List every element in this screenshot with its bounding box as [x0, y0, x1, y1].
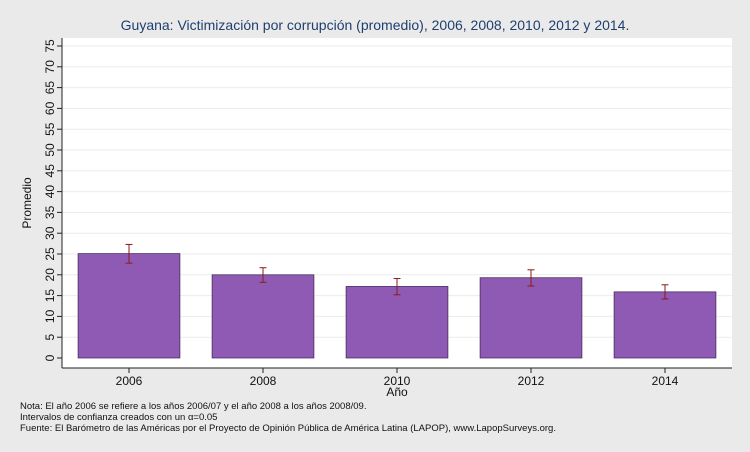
y-axis-ticks: 0 5 10 15 20 25 30 35 40 45 50 55 60 65 70 75	[43, 39, 62, 361]
bars	[77, 253, 717, 359]
bar	[77, 253, 181, 359]
y-tick-label: 5	[43, 334, 57, 341]
y-tick-label: 50	[43, 143, 57, 157]
x-tick-label: 2010	[384, 374, 411, 388]
error-bars	[125, 243, 669, 300]
note-line: Nota: El año 2006 se refiere a los años …	[20, 401, 367, 412]
chart-title: Guyana: Victimización por corrupción (pr…	[121, 17, 630, 33]
bar	[211, 274, 315, 359]
bar	[479, 277, 583, 359]
y-axis-label: Promedio	[20, 177, 34, 229]
x-tick-label: 2012	[518, 374, 545, 388]
source-line: Fuente: El Barómetro de las Américas por…	[20, 423, 556, 434]
x-tick-label: 2014	[652, 374, 679, 388]
chart-notes: Nota: El año 2006 se refiere a los años …	[20, 401, 556, 434]
y-tick-label: 60	[43, 101, 57, 115]
y-tick-label: 25	[43, 247, 57, 261]
y-tick-label: 45	[43, 164, 57, 178]
y-tick-label: 55	[43, 122, 57, 136]
bar	[613, 291, 717, 359]
note-line: Intervalos de confianza creados con un α…	[20, 412, 218, 423]
bar	[345, 286, 449, 359]
y-tick-label: 65	[43, 81, 57, 95]
y-tick-label: 30	[43, 226, 57, 240]
y-tick-label: 70	[43, 60, 57, 74]
x-tick-label: 2006	[116, 374, 143, 388]
x-axis-ticks: 2006 2008 2010 2012 2014	[116, 368, 679, 388]
x-tick-label: 2008	[250, 374, 277, 388]
y-tick-label: 75	[43, 39, 57, 53]
y-tick-label: 20	[43, 268, 57, 282]
y-tick-label: 0	[43, 354, 57, 361]
y-tick-label: 40	[43, 185, 57, 199]
y-tick-label: 15	[43, 289, 57, 303]
y-tick-label: 10	[43, 309, 57, 323]
y-tick-label: 35	[43, 205, 57, 219]
x-axis-label: Año	[386, 385, 408, 399]
